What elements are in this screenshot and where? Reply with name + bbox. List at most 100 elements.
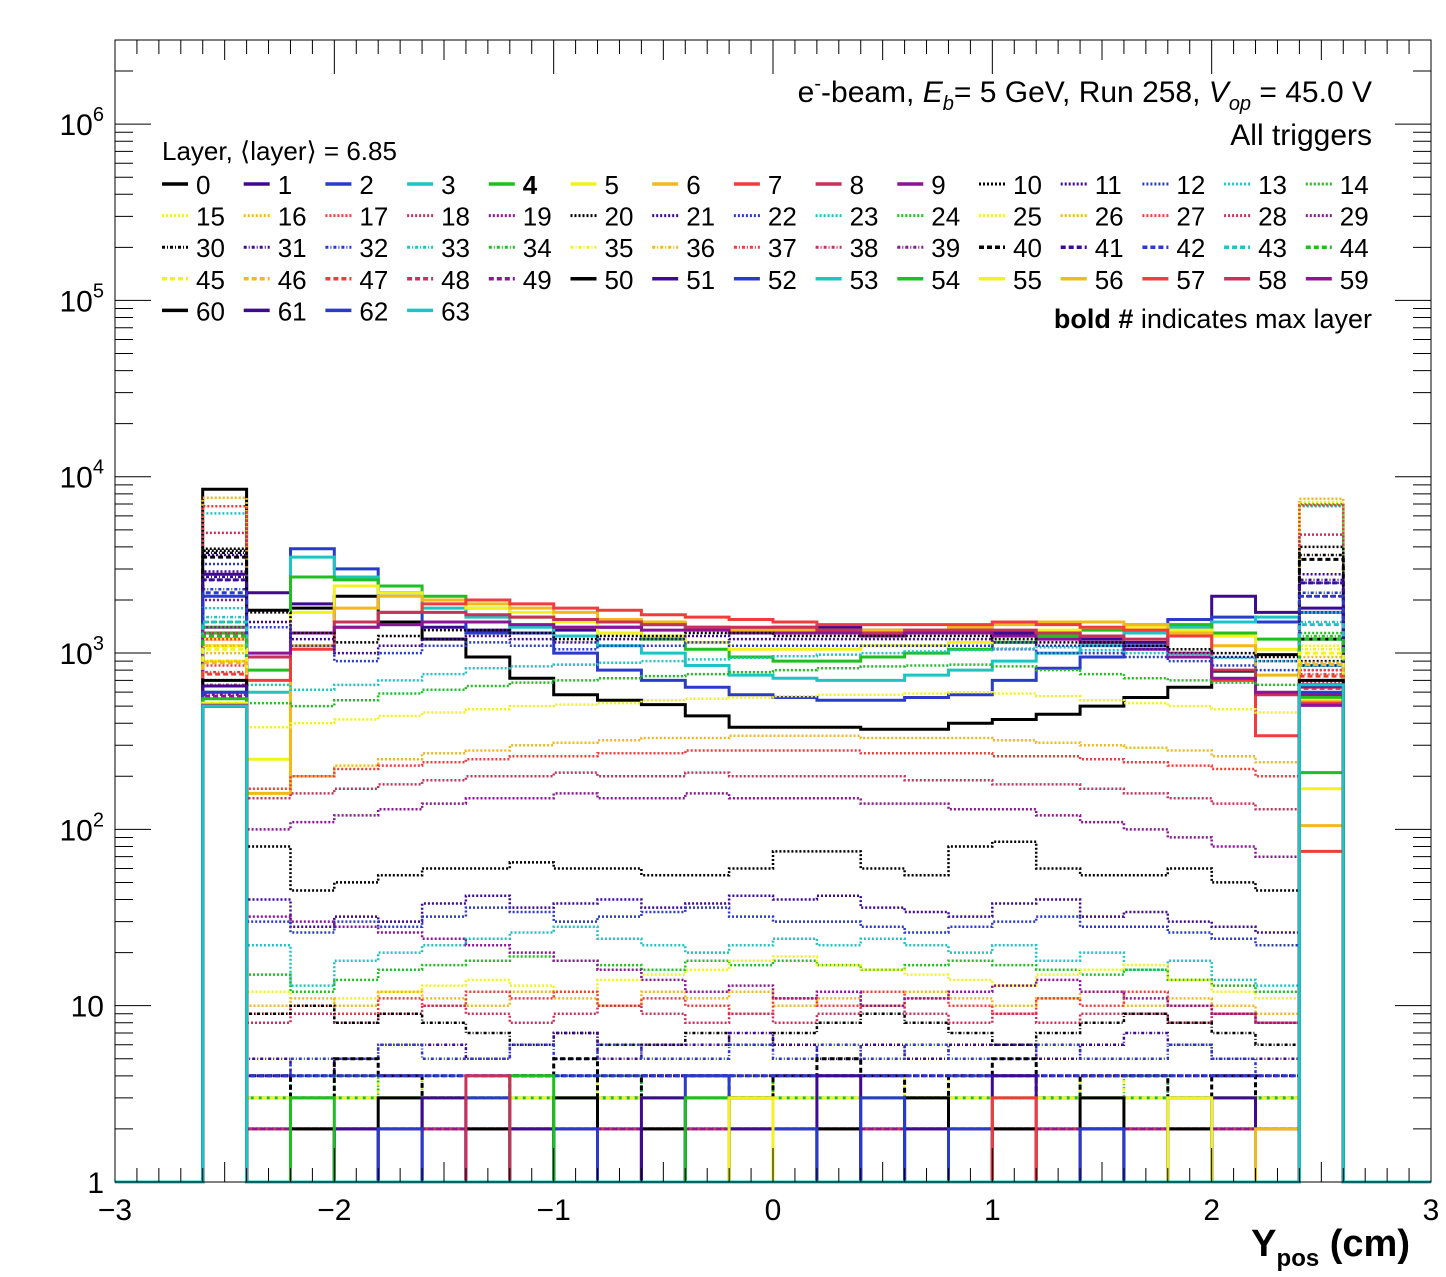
series-line-22 bbox=[115, 578, 1431, 1184]
series-line-31 bbox=[115, 575, 1431, 1184]
legend-label-58: 58 bbox=[1258, 265, 1287, 295]
x-axis-label: Ypos (cm) bbox=[1251, 1223, 1410, 1272]
x-tick-label: 1 bbox=[984, 1194, 1001, 1227]
beam-annotation: e--beam, Eb= 5 GeV, Run 258, Vop = 45.0 … bbox=[798, 73, 1372, 115]
series-line-24 bbox=[115, 626, 1431, 1184]
trigger-annotation: All triggers bbox=[1230, 119, 1372, 152]
legend-label-6: 6 bbox=[686, 170, 700, 200]
legend-label-7: 7 bbox=[768, 170, 782, 200]
legend-label-2: 2 bbox=[359, 170, 373, 200]
series-line-11 bbox=[115, 553, 1431, 1184]
x-tick-label: −2 bbox=[317, 1194, 351, 1227]
legend-label-24: 24 bbox=[931, 202, 960, 232]
legend-label-15: 15 bbox=[196, 202, 225, 232]
legend-label-48: 48 bbox=[441, 265, 470, 295]
series-line-15 bbox=[115, 500, 1431, 1184]
y-tick-label: 103 bbox=[60, 633, 105, 671]
legend-label-12: 12 bbox=[1176, 170, 1205, 200]
legend-label-1: 1 bbox=[278, 170, 292, 200]
legend-label-59: 59 bbox=[1340, 265, 1369, 295]
series-line-27 bbox=[115, 664, 1431, 1184]
series-line-9 bbox=[115, 620, 1431, 1184]
series-line-19 bbox=[115, 594, 1431, 1184]
legend-label-16: 16 bbox=[278, 202, 307, 232]
legend-label-63: 63 bbox=[441, 296, 470, 326]
axis-ticks bbox=[114, 39, 1432, 1183]
series-line-12 bbox=[115, 562, 1431, 1184]
legend-label-9: 9 bbox=[931, 170, 945, 200]
x-tick-label: 2 bbox=[1203, 1194, 1220, 1227]
series-layer bbox=[115, 487, 1431, 1184]
legend-label-8: 8 bbox=[850, 170, 864, 200]
legend-label-36: 36 bbox=[686, 233, 715, 263]
legend-label-46: 46 bbox=[278, 265, 307, 295]
legend-label-51: 51 bbox=[686, 265, 715, 295]
legend-label-62: 62 bbox=[359, 296, 388, 326]
y-tick-label: 10 bbox=[71, 991, 104, 1024]
series-line-42 bbox=[115, 591, 1431, 1184]
legend-label-47: 47 bbox=[359, 265, 388, 295]
legend-label-18: 18 bbox=[441, 202, 470, 232]
legend-label-14: 14 bbox=[1340, 170, 1369, 200]
legend-label-44: 44 bbox=[1340, 233, 1369, 263]
series-line-40 bbox=[115, 555, 1431, 1184]
legend-label-43: 43 bbox=[1258, 233, 1287, 263]
series-line-23 bbox=[115, 606, 1431, 1184]
legend-label-5: 5 bbox=[605, 170, 619, 200]
legend-label-19: 19 bbox=[523, 202, 552, 232]
series-line-32 bbox=[115, 588, 1431, 1184]
legend-label-42: 42 bbox=[1176, 233, 1205, 263]
x-tick-label: −1 bbox=[537, 1194, 571, 1227]
series-line-45 bbox=[115, 647, 1431, 1184]
series-line-18 bbox=[115, 531, 1431, 1184]
x-tick-label: −3 bbox=[98, 1194, 132, 1227]
legend-label-34: 34 bbox=[523, 233, 552, 263]
legend-label-60: 60 bbox=[196, 296, 225, 326]
legend-label-45: 45 bbox=[196, 265, 225, 295]
legend-label-30: 30 bbox=[196, 233, 225, 263]
series-line-25 bbox=[115, 637, 1431, 1184]
legend-label-56: 56 bbox=[1095, 265, 1124, 295]
legend-label-17: 17 bbox=[359, 202, 388, 232]
legend-header: Layer, ⟨layer⟩ = 6.85 bbox=[162, 136, 397, 166]
legend-label-53: 53 bbox=[850, 265, 879, 295]
legend-label-54: 54 bbox=[931, 265, 960, 295]
legend-label-32: 32 bbox=[359, 233, 388, 263]
legend-label-20: 20 bbox=[605, 202, 634, 232]
y-tick-label: 102 bbox=[60, 809, 105, 847]
series-line-30 bbox=[115, 551, 1431, 1184]
legend-label-21: 21 bbox=[686, 202, 715, 232]
legend-label-31: 31 bbox=[278, 233, 307, 263]
series-line-2 bbox=[115, 547, 1431, 1184]
series-line-17 bbox=[115, 503, 1431, 1184]
legend-label-57: 57 bbox=[1176, 265, 1205, 295]
legend-label-39: 39 bbox=[931, 233, 960, 263]
series-line-13 bbox=[115, 505, 1431, 1184]
legend-label-28: 28 bbox=[1258, 202, 1287, 232]
legend-label-11: 11 bbox=[1095, 170, 1122, 200]
x-tick-label: 3 bbox=[1423, 1194, 1440, 1227]
bold-note: bold # indicates max layer bbox=[1054, 304, 1372, 334]
legend-label-52: 52 bbox=[768, 265, 797, 295]
y-tick-label: 105 bbox=[60, 280, 105, 318]
series-line-3 bbox=[115, 555, 1431, 1184]
legend-label-3: 3 bbox=[441, 170, 455, 200]
series-line-29 bbox=[115, 690, 1431, 1184]
legend-label-4: 4 bbox=[523, 170, 538, 200]
legend-label-50: 50 bbox=[605, 265, 634, 295]
legend-label-29: 29 bbox=[1340, 202, 1369, 232]
legend-label-13: 13 bbox=[1258, 170, 1287, 200]
series-line-14 bbox=[115, 502, 1431, 1184]
legend-label-25: 25 bbox=[1013, 202, 1042, 232]
legend-label-26: 26 bbox=[1095, 202, 1124, 232]
legend-label-23: 23 bbox=[850, 202, 879, 232]
legend-label-35: 35 bbox=[605, 233, 634, 263]
legend-label-55: 55 bbox=[1013, 265, 1042, 295]
y-tick-label: 104 bbox=[60, 457, 105, 495]
legend-label-33: 33 bbox=[441, 233, 470, 263]
series-line-20 bbox=[115, 545, 1431, 1184]
